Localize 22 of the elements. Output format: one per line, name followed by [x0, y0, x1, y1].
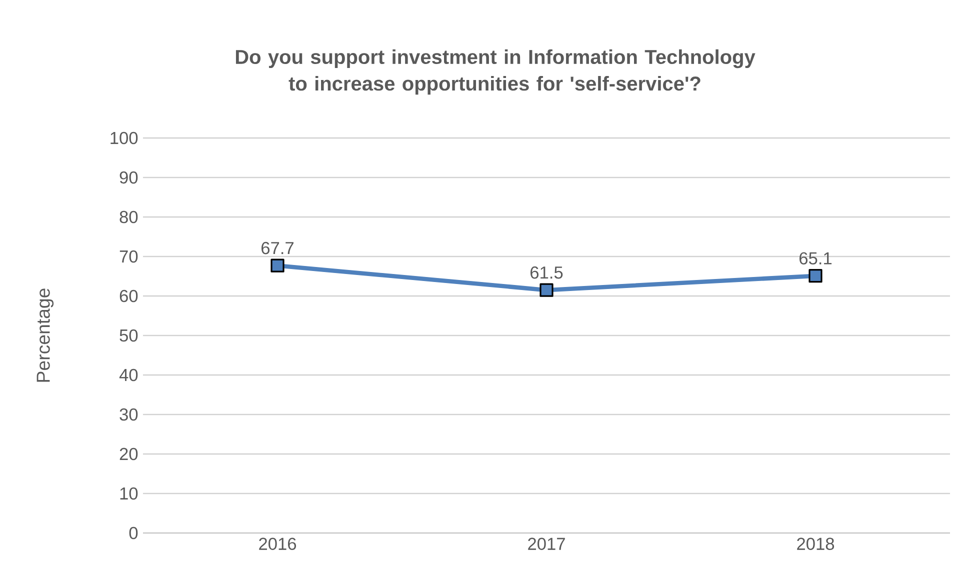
x-tick-label: 2018 [797, 538, 834, 550]
y-tick-label: 0 [129, 526, 138, 540]
point [808, 269, 822, 283]
y-axis-title: Percentage [36, 288, 54, 382]
y-tick-label: 50 [120, 329, 138, 342]
data-label: 61.5 [530, 266, 563, 279]
data-label: 65.1 [800, 252, 832, 264]
x-tick-label: 2016 [259, 538, 296, 550]
x-tick-label: 2017 [528, 538, 565, 550]
y-tick-label: 100 [110, 132, 138, 144]
y-tick-label: 20 [120, 448, 138, 460]
y-tick-label: 80 [120, 210, 138, 224]
chart-title: Do you support investment in Information Technology to increase opportunities for 'self-service'? [236, 49, 756, 95]
y-tick-label: 60 [120, 290, 138, 302]
y-tick-label: 90 [120, 171, 138, 184]
y-tick-label: 30 [120, 408, 138, 421]
y-tick-label: 40 [119, 368, 138, 382]
point [270, 258, 284, 272]
y-tick-label: 10 [120, 487, 138, 500]
data-label: 67.7 [262, 242, 294, 254]
y-tick-label: 70 [120, 250, 138, 263]
point [540, 283, 554, 297]
